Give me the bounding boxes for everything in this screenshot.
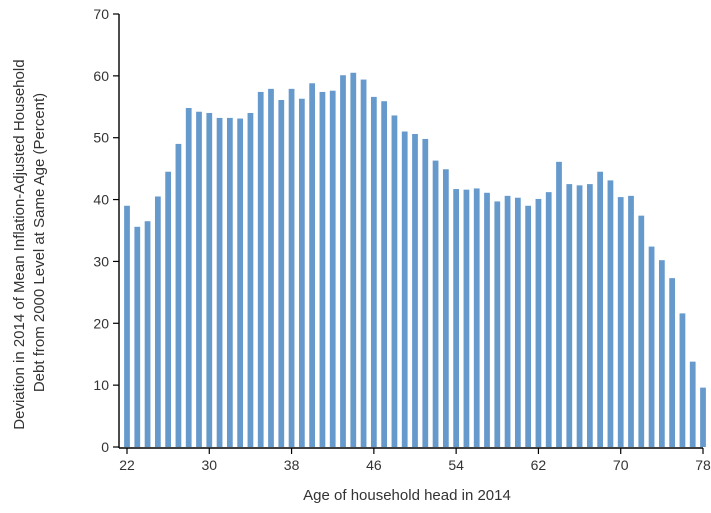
bar-age-25	[154, 196, 161, 447]
bar-age-67	[586, 184, 593, 448]
bar-age-53	[442, 169, 449, 447]
bar-age-35	[257, 91, 264, 447]
bar-age-71	[628, 195, 634, 447]
bar-age-54	[453, 189, 460, 447]
bar-age-72	[638, 215, 645, 447]
bar-age-58	[494, 201, 501, 447]
bar-age-65	[566, 184, 573, 448]
bar-age-33	[237, 118, 244, 447]
x-tick-label: 70	[613, 457, 629, 473]
y-tick-label: 20	[93, 315, 109, 331]
bar-age-63	[545, 192, 552, 447]
bar-age-57	[484, 192, 490, 447]
x-tick-label: 54	[448, 457, 464, 473]
bar-age-60	[514, 197, 521, 447]
bar-age-29	[196, 111, 202, 447]
x-tick-label: 22	[119, 457, 135, 473]
y-tick-label: 70	[93, 6, 109, 22]
bar-age-77	[689, 361, 696, 447]
bar-age-69	[607, 180, 614, 447]
bar-age-31	[216, 117, 223, 448]
x-tick-label: 46	[366, 457, 382, 473]
bar-age-28	[185, 108, 192, 448]
bar-age-45	[360, 79, 367, 447]
bar-age-48	[391, 115, 398, 447]
y-axis-title: Deviation in 2014 of Mean Inflation-Adju…	[11, 55, 48, 429]
x-tick-label: 78	[695, 457, 711, 473]
bar-age-40	[309, 83, 316, 447]
y-axis-title-line-2: Debt from 2000 Level at Same Age (Percen…	[31, 93, 48, 392]
bars-group	[124, 72, 706, 448]
y-tick-label: 60	[93, 68, 109, 84]
bar-age-38	[288, 88, 295, 447]
y-tick-label: 10	[93, 377, 109, 393]
bar-age-49	[401, 131, 408, 447]
bar-age-41	[319, 91, 326, 447]
bar-age-26	[165, 171, 172, 448]
bar-age-78	[700, 387, 706, 447]
bar-age-74	[658, 260, 665, 447]
bar-age-56	[473, 188, 480, 447]
bar-age-61	[525, 205, 532, 447]
bar-age-24	[144, 221, 151, 447]
bar-age-73	[648, 246, 655, 447]
bar-age-23	[134, 226, 141, 447]
bar-age-43	[340, 75, 346, 448]
tick-labels-group: 0 10 20 30 40 50 60 70 22 30 38 46 54 62 70 78	[93, 6, 711, 473]
bar-age-50	[412, 134, 418, 447]
bar-age-76	[679, 313, 686, 447]
bar-age-52	[432, 160, 439, 447]
bar-age-42	[329, 90, 336, 447]
bar-age-70	[617, 197, 624, 447]
bar-age-64	[556, 161, 562, 447]
x-axis-title: Age of household head in 2014	[303, 487, 511, 504]
axes-group	[113, 13, 704, 454]
bar-age-34	[247, 112, 254, 447]
x-tick-label: 30	[201, 457, 217, 473]
bar-age-66	[576, 185, 583, 447]
x-tick-label: 38	[284, 457, 300, 473]
y-axis-title-line-1: Deviation in 2014 of Mean Inflation-Adju…	[11, 59, 28, 429]
x-tick-label: 62	[531, 457, 547, 473]
bar-age-39	[298, 98, 305, 448]
bar-age-37	[278, 99, 285, 447]
bar-age-55	[463, 189, 470, 448]
bar-age-68	[597, 171, 604, 448]
bar-age-59	[504, 195, 511, 447]
bar-age-51	[422, 138, 429, 447]
bar-age-27	[175, 143, 182, 447]
bar-age-75	[669, 278, 676, 447]
bar-age-47	[381, 101, 388, 447]
y-tick-label: 40	[93, 192, 109, 208]
y-tick-label: 0	[101, 439, 109, 455]
y-tick-label: 50	[93, 130, 109, 146]
bar-age-36	[268, 88, 274, 447]
y-tick-label: 30	[93, 253, 109, 269]
bar-age-46	[370, 96, 377, 447]
bar-age-32	[226, 117, 233, 448]
bar-age-22	[124, 205, 130, 447]
bar-age-44	[350, 72, 357, 447]
bar-age-62	[535, 198, 542, 447]
bar-age-30	[206, 112, 213, 447]
